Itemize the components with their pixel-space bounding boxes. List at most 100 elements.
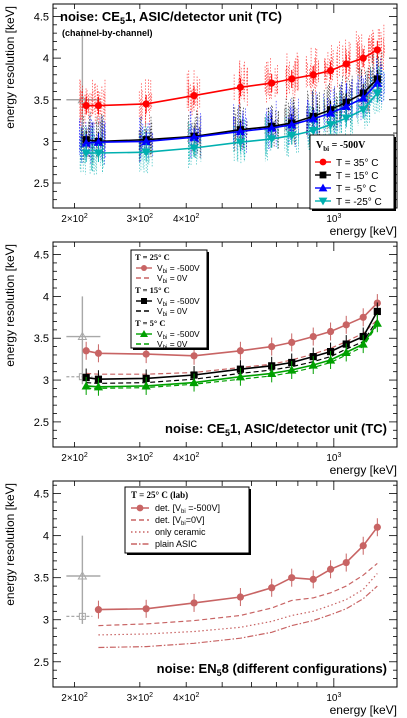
data-point <box>325 121 336 130</box>
legend-entry-subscript: bi <box>163 345 168 351</box>
series-line <box>98 573 378 636</box>
legend-marker <box>319 171 327 179</box>
data-point <box>342 321 350 329</box>
chart-title: noise: EN58 (different configurations) <box>157 661 387 678</box>
legend-entry: T = -25° C <box>336 197 382 208</box>
legend-entry-subscript: bi <box>163 279 168 285</box>
data-point <box>373 46 381 54</box>
data-point <box>82 347 90 355</box>
data-point <box>325 108 336 117</box>
data-point <box>373 307 381 316</box>
reference-marker <box>77 331 88 341</box>
data-point <box>309 575 317 583</box>
data-point <box>81 381 91 390</box>
legend-group-title: T = 5° C <box>135 318 166 328</box>
legend-entry-rest: = -500V <box>167 263 200 273</box>
chart-title-subscript: 5 <box>217 668 222 678</box>
series-line <box>86 49 378 107</box>
data-point <box>287 120 297 129</box>
x-tick-label: 3×102 <box>127 452 154 464</box>
data-point <box>342 558 350 567</box>
series-4 <box>86 319 378 385</box>
chart-title-rest: 1, ASIC/detector unit (TC) <box>125 9 282 24</box>
legend: Vbi = -500V T = 35° C T = 15° C T = -5° C T … <box>309 134 396 211</box>
data-point <box>190 91 198 100</box>
legend-entry-rest: = 0V <box>167 339 187 349</box>
y-tick-label: 4 <box>43 531 49 543</box>
data-point <box>189 144 199 153</box>
y-tick-label: 4.5 <box>34 250 49 262</box>
legend-entry-rest: = 0V <box>167 273 187 283</box>
data-point <box>190 599 198 607</box>
data-point <box>190 352 198 360</box>
legend-marker <box>141 265 147 271</box>
data-point <box>93 137 104 146</box>
legend-entry-rest: =0V] <box>186 515 205 525</box>
legend-entry: det. [Vbi=0V] <box>155 515 204 527</box>
series-3 <box>98 573 378 636</box>
data-point <box>81 149 91 158</box>
data-point <box>359 313 367 321</box>
series-2 <box>98 562 378 627</box>
x-tick-label: 3×102 <box>127 692 154 704</box>
x-tick-exponent: 3 <box>337 452 341 459</box>
chart-title-subscript: 5 <box>225 428 230 438</box>
series-line <box>86 322 378 388</box>
data-point <box>236 83 245 91</box>
data-point <box>308 114 318 123</box>
plot-frame <box>52 241 398 448</box>
legend-marker <box>318 183 328 192</box>
x-tick-label: 3×102 <box>127 213 154 225</box>
data-point <box>326 327 335 336</box>
data-point <box>358 106 368 115</box>
legend-title: T = 25° C (lab) <box>131 490 188 500</box>
legend-entry-rest: = -500V <box>167 296 200 306</box>
y-tick-label: 3.5 <box>34 573 49 585</box>
series-line <box>86 319 378 375</box>
y-tick-label: 3 <box>43 375 49 387</box>
data-point <box>326 67 335 75</box>
legend-entry: Vbi = -500V <box>157 296 200 308</box>
y-tick-label: 2.5 <box>34 178 49 190</box>
data-point <box>236 593 245 601</box>
series-2 <box>86 319 378 375</box>
x-tick-label: 2×102 <box>61 213 88 225</box>
data-point <box>81 138 91 147</box>
x-tick-label: 2×102 <box>61 692 88 704</box>
data-point <box>359 542 367 550</box>
x-tick-label: 4×102 <box>173 452 200 464</box>
legend-entry-subscript: bi <box>163 312 168 318</box>
legend-entry-rest: =-500V] <box>186 503 220 513</box>
y-tick-label: 4 <box>43 291 49 303</box>
data-point <box>268 79 276 87</box>
legend-entry-rest: = -500V <box>167 329 200 339</box>
legend-entry: Vbi = -500V <box>157 263 200 275</box>
y-axis-label: energy resolution [keV] <box>3 6 17 129</box>
data-point <box>288 574 296 582</box>
x-tick-exponent: 3 <box>337 213 341 220</box>
legend-title-rest: = -500V <box>329 140 366 151</box>
data-point <box>373 523 381 531</box>
data-point <box>141 148 151 157</box>
legend: T = 25° C (lab) det. [Vbi =-500V]det. [Vb… <box>124 486 251 555</box>
legend-marker <box>318 197 328 206</box>
data-point <box>236 347 245 355</box>
data-point <box>358 93 368 102</box>
x-tick-exponent: 2 <box>196 452 200 459</box>
data-point <box>308 360 318 369</box>
plot-frame <box>52 480 398 688</box>
legend-group-title: T = 25° C <box>135 252 170 262</box>
reference-marker <box>77 571 88 580</box>
series-6 <box>86 324 378 389</box>
x-tick-exponent: 2 <box>149 692 153 699</box>
data-point <box>93 149 104 158</box>
data-point <box>267 135 277 144</box>
data-point <box>372 318 382 327</box>
y-tick-label: 4.5 <box>34 11 49 23</box>
y-tick-label: 3 <box>43 615 49 627</box>
legend-marker <box>140 330 148 337</box>
plot-frame <box>52 3 398 209</box>
